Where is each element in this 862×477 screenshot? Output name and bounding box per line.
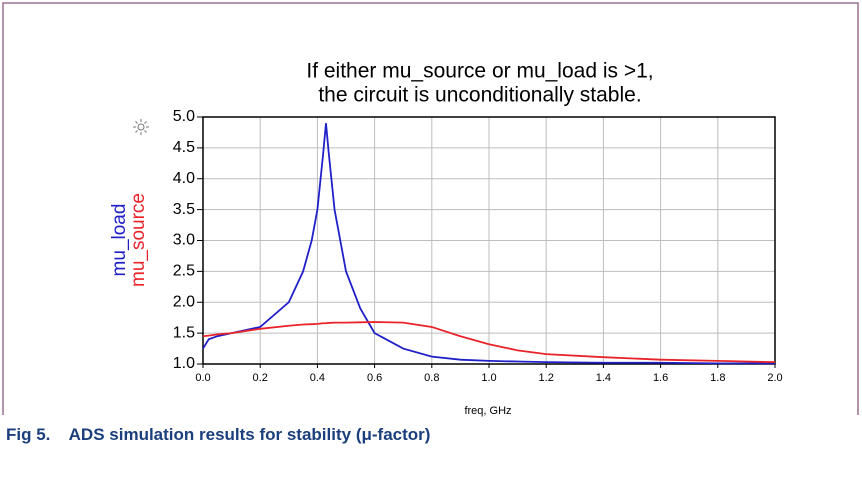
x-tick-label: 0.8 bbox=[424, 372, 439, 384]
x-tick-label: 1.0 bbox=[481, 372, 496, 384]
x-tick-label: 1.2 bbox=[539, 372, 554, 384]
y-tick-label: 5.0 bbox=[173, 108, 195, 125]
x-tick-label: 0.6 bbox=[367, 372, 382, 384]
line-series bbox=[202, 123, 775, 365]
x-axis-label: freq, GHz bbox=[464, 405, 511, 417]
line-series bbox=[202, 321, 776, 364]
y-tick-label: 2.5 bbox=[173, 263, 195, 280]
x-tick-label: 1.6 bbox=[653, 372, 668, 384]
frame bbox=[2, 2, 859, 415]
y-tick-label: 4.0 bbox=[173, 170, 195, 187]
y-tick-label: 2.0 bbox=[173, 293, 195, 310]
y-tick-label: 3.5 bbox=[173, 201, 195, 218]
x-tick-label: 1.8 bbox=[710, 372, 725, 384]
x-tick-label: 0.2 bbox=[253, 372, 268, 384]
legend-label: mu_load bbox=[109, 204, 130, 277]
caption: Fig 5. ADS simulation results for stabil… bbox=[6, 425, 431, 444]
sun-icon bbox=[133, 119, 149, 135]
plot-frame bbox=[202, 116, 776, 365]
chart-title: If either mu_source or mu_load is >1, bbox=[306, 60, 653, 83]
y-tick-label: 4.5 bbox=[173, 139, 195, 156]
y-tick-label: 1.5 bbox=[173, 324, 195, 341]
y-tick-label: 3.0 bbox=[173, 232, 195, 249]
legend-label: mu_source bbox=[128, 193, 149, 287]
x-tick-label: 2.0 bbox=[767, 372, 782, 384]
chart-title: the circuit is unconditionally stable. bbox=[318, 84, 641, 107]
x-tick-label: 1.4 bbox=[596, 372, 611, 384]
y-tick-label: 1.0 bbox=[173, 355, 195, 372]
x-tick-label: 0.4 bbox=[310, 372, 325, 384]
x-tick-label: 0.0 bbox=[195, 372, 210, 384]
